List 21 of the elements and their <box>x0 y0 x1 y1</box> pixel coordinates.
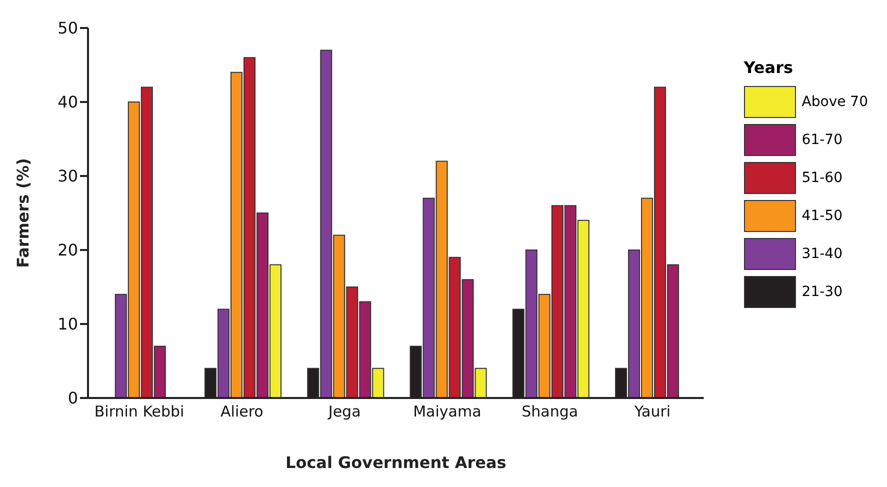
x-axis-title: Local Government Areas <box>286 453 506 472</box>
y-tick-label: 20 <box>58 240 78 260</box>
x-tick-label: Shanga <box>522 402 578 421</box>
x-tick-label: Jega <box>327 402 361 421</box>
legend-label: 31-40 <box>802 246 842 262</box>
y-axis-title: Farmers (%) <box>14 158 33 268</box>
y-tick-label: 0 <box>68 388 78 408</box>
legend-label: 61-70 <box>802 132 842 148</box>
legend-label: 21-30 <box>802 284 842 300</box>
legend-label: 41-50 <box>802 208 842 224</box>
x-tick-label: Maiyama <box>413 402 482 421</box>
x-tick-label: Birnin Kebbi <box>94 402 184 421</box>
legend-label: Above 70 <box>802 94 868 110</box>
y-tick-label: 10 <box>58 314 78 334</box>
x-tick-label: Aliero <box>220 402 264 421</box>
x-tick-label: Yauri <box>633 402 671 421</box>
y-tick-label: 40 <box>58 92 78 112</box>
y-tick-label: 50 <box>58 18 78 38</box>
legend-title: Years <box>744 58 794 77</box>
y-tick-label: 30 <box>58 166 78 186</box>
legend-label: 51-60 <box>802 170 842 186</box>
